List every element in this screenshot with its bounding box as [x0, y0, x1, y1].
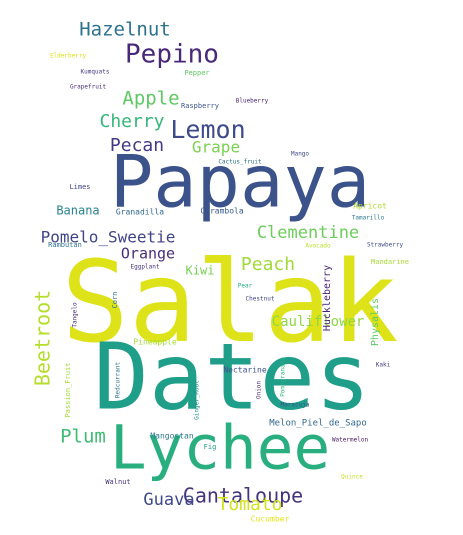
word: Quince [341, 474, 363, 481]
word: Lychee [110, 413, 330, 484]
word: Granadilla [116, 208, 164, 217]
word: Mandarine [371, 258, 409, 266]
word: Apple [122, 88, 179, 110]
word: Pepino [125, 40, 219, 70]
word: Kiwi [186, 264, 215, 278]
word: Limes [69, 183, 90, 191]
word: Chestnut [246, 296, 275, 303]
word: Cherry [99, 111, 164, 132]
word: Pineapple [133, 338, 177, 347]
word: Hazelnut [79, 19, 171, 41]
word: Blueberry [236, 98, 269, 105]
word: Salak [61, 238, 398, 368]
word: Banana [56, 204, 99, 218]
word: Kaki [376, 362, 391, 369]
word: Mangostan [150, 432, 194, 441]
word: Maracuja [281, 402, 310, 409]
word: Cactus_fruit [218, 159, 262, 166]
word: Elderberry [50, 53, 87, 60]
word: Redcurrant [115, 362, 122, 399]
word: Dates [94, 323, 371, 430]
word: Melon_Piel_de_Sapo [269, 419, 367, 429]
word: Tomato [217, 494, 282, 515]
word: Pear [238, 283, 253, 290]
word: Plum [60, 426, 106, 448]
word: Corn [111, 292, 119, 309]
word: Beetroot [31, 290, 55, 386]
word: Tamarillo [352, 215, 385, 222]
word: Rambutan [48, 241, 82, 249]
word: Raspberry [181, 102, 219, 110]
word: Avocado [305, 243, 331, 250]
word: Fig [204, 443, 217, 451]
word: Walnut [105, 478, 130, 486]
word: Guava [143, 490, 194, 510]
word: Cauliflower [272, 314, 365, 330]
word: Watermelon [332, 437, 369, 444]
word: Ginger_Root [194, 380, 201, 420]
word: Nectarine [223, 366, 267, 375]
word: Kumquats [81, 69, 110, 76]
word: Lemon [170, 115, 245, 144]
word: Cucumber [251, 515, 290, 524]
word: Physalis [370, 298, 381, 346]
word: Papaya [110, 140, 370, 224]
word: Pepper [184, 69, 209, 77]
word: Passion_Fruit [64, 363, 72, 418]
word: Pecan [110, 135, 164, 156]
word: Huckleberry [322, 265, 333, 331]
word: Onion [256, 381, 263, 399]
word: Peach [241, 254, 295, 275]
word: Clementine [257, 223, 359, 243]
word: Apricot [353, 202, 387, 211]
word: Eggplant [131, 264, 160, 271]
word: Carambola [200, 207, 244, 216]
word: Tangelo [72, 302, 79, 328]
word: Strawberry [367, 242, 404, 249]
word: Grape [192, 138, 240, 157]
word: Grapefruit [70, 84, 107, 91]
word: Mango [291, 151, 309, 158]
word: Orange [121, 245, 175, 263]
word: Cantaloupe [183, 484, 303, 508]
word: Pomelo_Sweetie [41, 228, 176, 247]
word: Pomegranate [280, 357, 287, 397]
